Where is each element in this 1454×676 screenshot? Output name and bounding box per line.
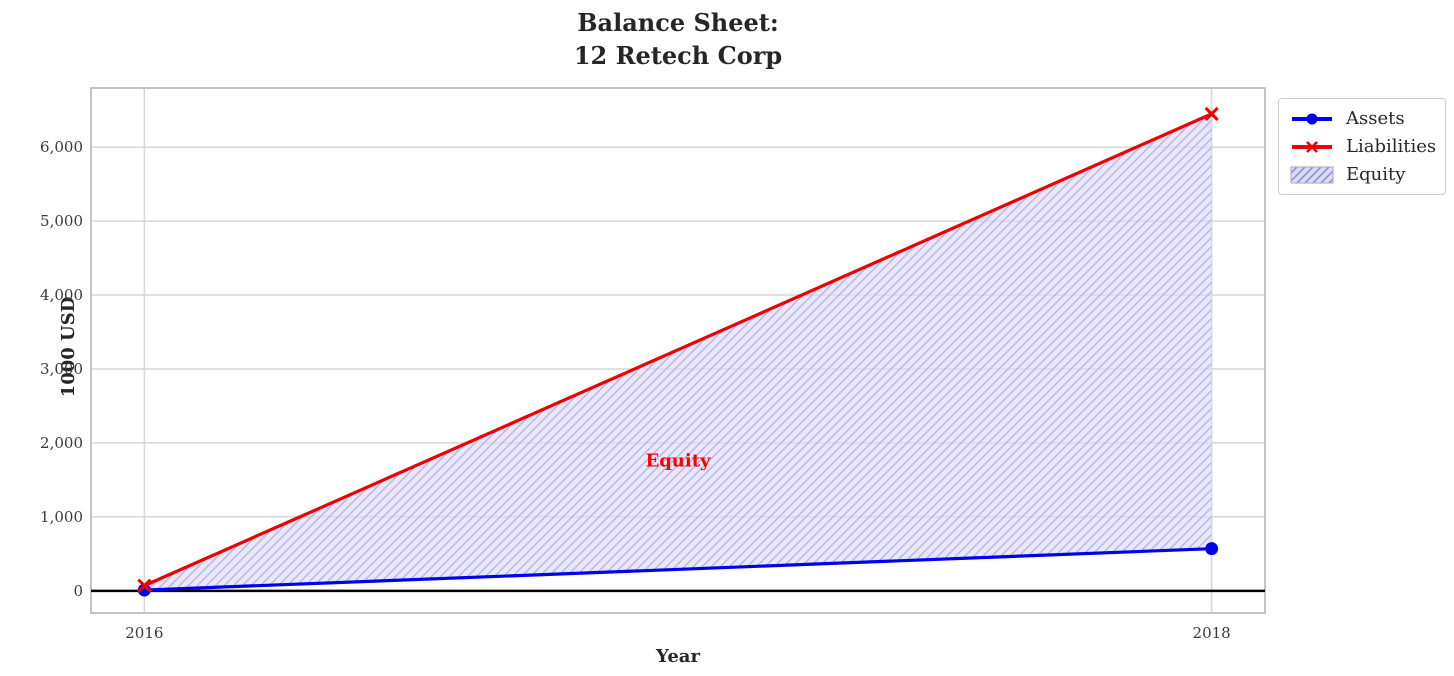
y-tick-label: 5,000 — [40, 212, 83, 231]
y-tick-label: 6,000 — [40, 138, 83, 157]
y-tick-label: 0 — [73, 581, 83, 600]
liabilities-marker — [1204, 106, 1219, 121]
liabilities-line — [143, 112, 1213, 588]
y-tick-label: 3,000 — [40, 359, 83, 378]
assets-line-swatch-icon — [1292, 113, 1332, 124]
legend-item-assets: Assets — [1290, 108, 1435, 129]
legend-label-equity: Equity — [1346, 164, 1406, 185]
legend-item-equity: Equity — [1290, 164, 1435, 185]
legend-item-liabilities: Liabilities — [1290, 136, 1437, 157]
assets-marker — [1205, 542, 1219, 556]
y-axis-label: 1000 USD — [57, 296, 79, 398]
legend-label-assets: Assets — [1346, 108, 1405, 129]
y-tick-label: 1,000 — [40, 507, 83, 526]
y-tick-label: 4,000 — [40, 286, 83, 305]
liabilities-line-swatch-icon — [1292, 140, 1332, 153]
liabilities-marker — [137, 578, 152, 593]
x-axis-label: Year — [656, 646, 700, 667]
equity-patch-swatch-icon — [1290, 166, 1334, 183]
assets-line — [144, 547, 1212, 592]
x-tick-label: 2016 — [125, 624, 164, 642]
legend-label-liabilities: Liabilities — [1346, 136, 1437, 157]
chart-title-line1: Balance Sheet: — [577, 8, 779, 37]
equity-area-annotation: Equity — [645, 450, 711, 472]
x-tick-label: 2018 — [1192, 624, 1231, 642]
y-tick-label: 2,000 — [40, 433, 83, 452]
chart-title: Balance Sheet: 12 Retech Corp — [574, 6, 782, 72]
chart-title-line2: 12 Retech Corp — [573, 41, 783, 70]
legend: Assets Liabilities Equity — [1278, 98, 1446, 195]
plot-frame — [90, 87, 1266, 614]
